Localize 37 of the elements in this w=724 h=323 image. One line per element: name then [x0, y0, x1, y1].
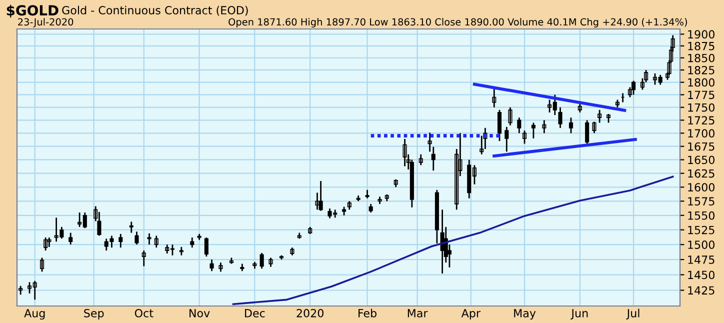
y-tick-label: 1575: [688, 197, 714, 206]
line-series: [232, 176, 674, 305]
text: 23-Jul-2020: [18, 18, 74, 28]
x-tick-label: Sep: [84, 308, 104, 320]
y-tick-label: 1550: [688, 211, 714, 220]
x-tick-label: Jul: [626, 308, 640, 320]
y-tick-label: 1725: [688, 116, 714, 125]
x-tick-label: Nov: [190, 309, 210, 318]
chart-subtitle: Gold - Continuous Contract (EOD): [62, 6, 248, 16]
y-tick-label: 1875: [688, 42, 714, 50]
x-tick-label: Apr: [461, 309, 481, 320]
y-tick-label: 1850: [688, 54, 714, 62]
x-tick-label: Feb: [358, 308, 376, 318]
x-tick-label: Mar: [408, 309, 428, 318]
chart-title: $GOLD: [6, 4, 58, 18]
x-tick-label: May: [514, 309, 536, 320]
x-tick-label: Dec: [245, 309, 265, 318]
y-tick-label: 1425: [688, 286, 714, 295]
y-tick-label: 1500: [688, 240, 714, 249]
x-tick-label: Jun: [570, 309, 588, 320]
y-tick-label: 1625: [688, 169, 714, 178]
y-tick-label: 1900: [688, 30, 714, 39]
y-tick-label: 1650: [688, 156, 714, 164]
y-tick-label: 1475: [688, 256, 714, 264]
y-tick-label: 1600: [688, 183, 714, 192]
x-tick-label: 2020: [296, 308, 324, 318]
y-tick-label: 1775: [688, 90, 714, 100]
x-tick-label: Oct: [134, 308, 154, 318]
x-tick-label: Aug: [24, 309, 45, 320]
y-tick-label: 1825: [688, 66, 714, 74]
text: Open 1871.60 High 1897.70 Low 1863.10 Close 1890.00 Volume 40.1M Chg +24.90 (+1.34%): [228, 18, 687, 28]
y-tick-label: 1450: [688, 270, 714, 280]
y-tick-label: 1700: [688, 129, 714, 138]
y-tick-label: 1800: [688, 78, 714, 87]
y-tick-label: 1750: [688, 103, 714, 112]
y-tick-label: 1675: [688, 142, 714, 151]
y-tick-label: 1525: [688, 226, 714, 234]
